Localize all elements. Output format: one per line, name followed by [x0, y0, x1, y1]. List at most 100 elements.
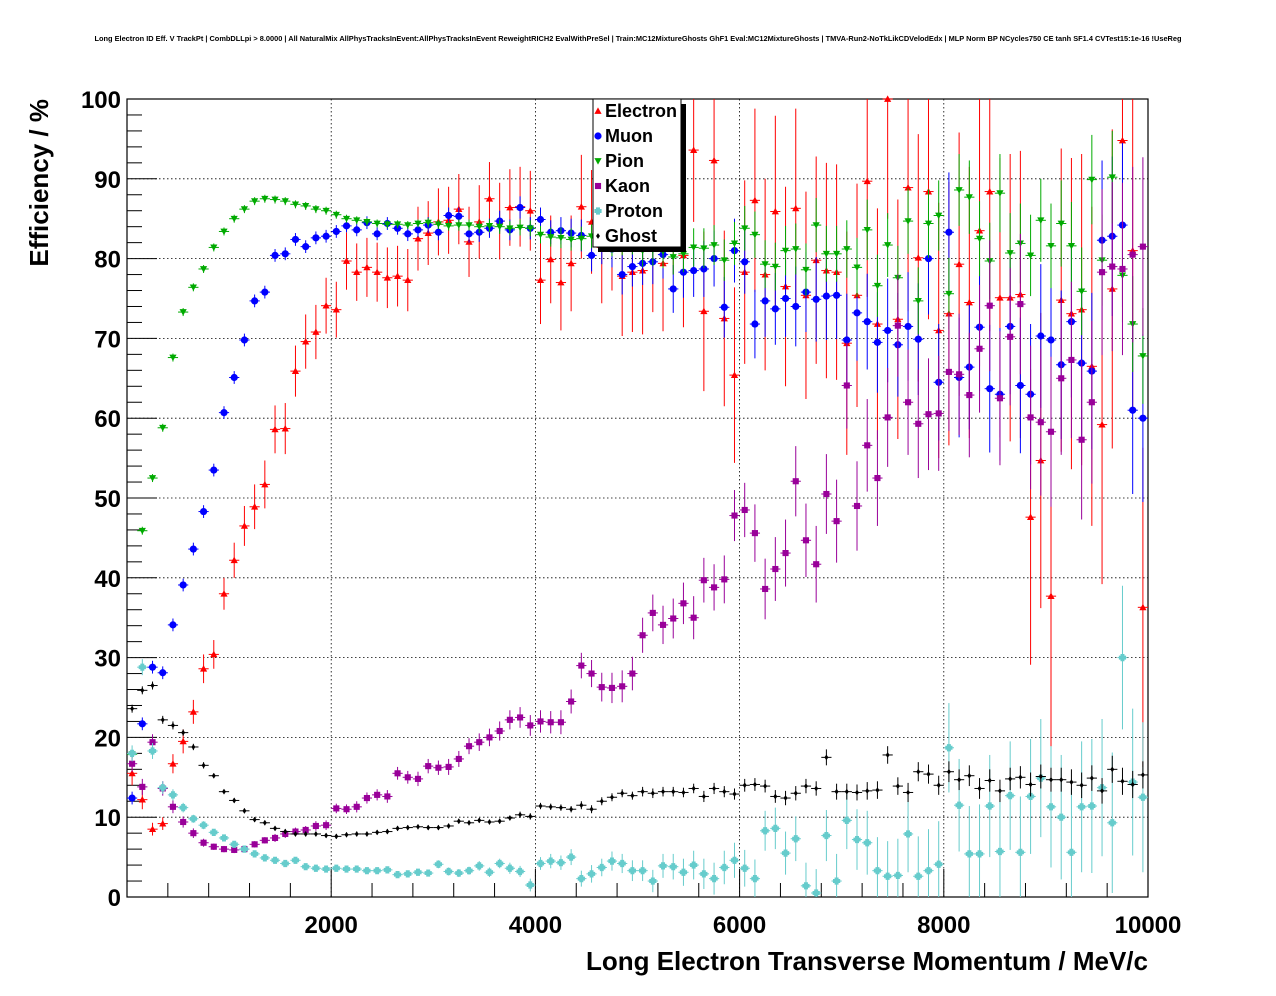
data-point [741, 506, 748, 514]
data-point [404, 230, 412, 238]
data-point [375, 829, 380, 836]
data-point [741, 258, 749, 266]
data-point [639, 867, 647, 875]
data-point [179, 804, 187, 812]
y-axis-title: Efficiency / % [24, 99, 54, 267]
data-point [393, 272, 402, 280]
data-point [159, 784, 167, 792]
data-point [649, 609, 656, 616]
data-point [976, 345, 983, 352]
data-point [251, 503, 259, 510]
data-point [863, 318, 871, 326]
data-point [467, 819, 472, 826]
data-point [802, 266, 810, 274]
data-point [1140, 772, 1145, 778]
data-point [342, 215, 351, 223]
data-point [547, 857, 555, 865]
data-point [812, 295, 820, 303]
series-group [127, 95, 1148, 897]
data-point [322, 302, 330, 309]
data-point [312, 328, 320, 335]
data-point [497, 818, 502, 825]
data-point [628, 262, 636, 271]
data-point [179, 581, 187, 589]
data-point [996, 847, 1004, 856]
data-point [139, 783, 146, 790]
data-point [1088, 802, 1096, 810]
data-point [712, 785, 717, 792]
data-point [884, 872, 892, 880]
data-point [1027, 414, 1034, 421]
data-point [130, 705, 135, 712]
data-point [374, 791, 381, 798]
data-point [506, 716, 513, 723]
data-point [722, 788, 727, 795]
data-point [354, 831, 359, 837]
data-point [210, 466, 218, 474]
data-point [558, 804, 563, 811]
data-point [291, 367, 300, 374]
x-tick-label: 10000 [1115, 912, 1182, 939]
data-point [414, 868, 422, 876]
data-point [1047, 336, 1055, 344]
data-point [1130, 781, 1135, 788]
data-point [434, 860, 443, 868]
data-point [671, 788, 676, 795]
data-point [322, 207, 330, 215]
data-point [506, 864, 514, 872]
data-point [517, 714, 524, 721]
data-point [363, 219, 371, 226]
y-tick-label: 60 [94, 406, 121, 433]
data-point [322, 232, 330, 240]
data-point [138, 663, 146, 671]
data-point [1057, 813, 1065, 821]
data-point [732, 791, 737, 797]
data-point [742, 782, 747, 789]
data-point [823, 490, 830, 498]
data-point [965, 194, 973, 201]
data-point [242, 807, 247, 814]
data-point [191, 744, 196, 750]
data-point [608, 857, 616, 865]
data-point [832, 250, 841, 258]
data-point [332, 864, 340, 872]
series-kaon [127, 157, 1148, 854]
data-point [700, 307, 708, 315]
data-point [578, 662, 585, 669]
data-point [271, 251, 279, 260]
data-point [159, 669, 167, 677]
y-tick-label: 100 [81, 87, 121, 114]
data-point [395, 825, 400, 832]
data-point [1016, 381, 1024, 390]
data-point [404, 870, 412, 878]
data-point [1129, 406, 1137, 414]
data-point [833, 518, 840, 525]
data-point [516, 203, 524, 212]
data-point [179, 309, 187, 316]
data-point [957, 776, 962, 783]
data-point [434, 221, 443, 228]
data-point [773, 793, 778, 800]
data-point [741, 225, 749, 232]
data-point [506, 225, 514, 232]
data-point [230, 840, 238, 848]
data-point [240, 336, 249, 344]
data-point [1089, 775, 1094, 781]
data-point [485, 868, 494, 876]
data-point [343, 806, 350, 813]
data-point [383, 866, 391, 874]
data-point [1026, 513, 1035, 521]
data-point [404, 276, 412, 284]
data-point [803, 783, 808, 789]
data-point [414, 220, 422, 228]
data-point [914, 335, 922, 343]
data-point [865, 787, 870, 794]
data-point [557, 278, 565, 286]
data-point [649, 877, 657, 885]
data-point [160, 716, 165, 723]
data-point [618, 859, 626, 868]
data-point [414, 226, 422, 234]
data-point [996, 190, 1004, 197]
data-point [608, 684, 616, 691]
data-point [251, 850, 259, 858]
